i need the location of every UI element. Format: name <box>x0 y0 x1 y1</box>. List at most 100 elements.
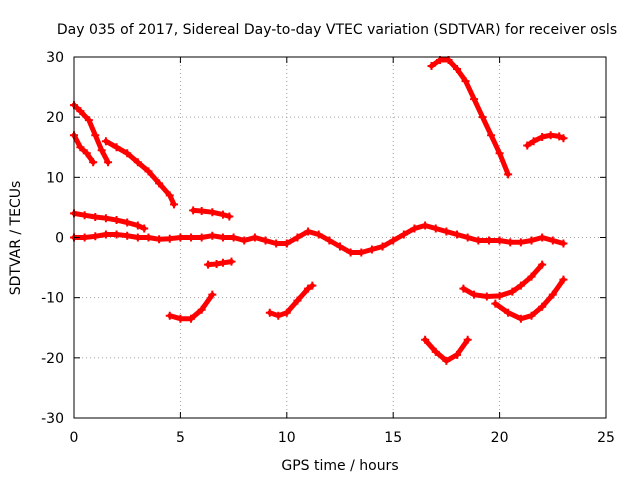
data-point <box>378 242 387 251</box>
data-point <box>282 239 291 248</box>
series-line <box>460 262 545 299</box>
data-point <box>389 236 398 245</box>
data-point <box>346 248 355 257</box>
series-arc-l <box>459 260 547 301</box>
data-point <box>504 308 513 317</box>
series-arc-h <box>265 281 317 320</box>
y-tick-label: 30 <box>46 50 64 66</box>
series-arc-m <box>491 275 568 323</box>
data-point <box>293 233 302 242</box>
data-point <box>527 272 536 281</box>
y-tick-label: 10 <box>46 170 64 186</box>
data-point <box>76 143 85 152</box>
series-arc-i <box>427 56 513 179</box>
data-point <box>227 257 236 266</box>
data-point <box>453 230 462 239</box>
data-point <box>453 65 462 74</box>
data-point <box>225 212 234 221</box>
data-point <box>112 143 121 152</box>
series-arc-g <box>165 290 217 323</box>
y-tick-label: 0 <box>55 231 64 247</box>
data-layer <box>70 56 568 365</box>
data-point <box>504 170 513 179</box>
data-point <box>133 158 142 167</box>
series-line <box>103 138 177 207</box>
x-tick-label: 20 <box>491 430 509 446</box>
data-point <box>367 245 376 254</box>
series-arc-baseline-2 <box>282 221 568 257</box>
series-line <box>284 223 566 255</box>
series-arc-c <box>101 137 179 209</box>
data-point <box>427 62 436 71</box>
series-arc-baseline-1 <box>70 230 291 248</box>
data-point <box>282 308 291 317</box>
data-point <box>80 233 89 242</box>
data-point <box>506 238 515 247</box>
data-point <box>112 230 121 239</box>
data-point <box>495 291 504 300</box>
data-point <box>176 314 185 323</box>
data-point <box>304 284 313 293</box>
data-point <box>559 134 568 143</box>
data-point <box>218 210 227 219</box>
data-point <box>250 233 259 242</box>
data-point <box>325 236 334 245</box>
data-point <box>261 236 270 245</box>
data-point <box>463 233 472 242</box>
data-point <box>548 236 557 245</box>
data-point <box>538 302 547 311</box>
y-axis-label: SDTVAR / TECUs <box>8 181 24 296</box>
data-point <box>555 132 564 141</box>
data-point <box>91 232 100 241</box>
data-point <box>229 233 238 242</box>
data-point <box>474 236 483 245</box>
data-point <box>314 230 323 239</box>
data-point <box>482 292 491 301</box>
data-point <box>336 242 344 251</box>
y-tick-label: -20 <box>41 351 64 367</box>
data-point <box>559 239 568 248</box>
data-point <box>527 311 536 320</box>
data-point <box>546 131 555 140</box>
data-point <box>123 231 132 240</box>
data-point <box>82 149 91 158</box>
data-point <box>410 224 419 233</box>
data-point <box>112 216 121 225</box>
data-point <box>559 275 568 284</box>
x-axis-label: GPS time / hours <box>281 458 398 474</box>
data-point <box>208 231 217 240</box>
data-point <box>155 179 164 188</box>
data-point <box>470 95 479 104</box>
data-point <box>442 356 451 365</box>
data-point <box>97 146 106 155</box>
data-point <box>101 214 110 223</box>
data-point <box>463 335 472 344</box>
ticks: 0 5 10 15 20 25 -30 -20 -10 0 10 20 30 <box>41 50 615 446</box>
data-point <box>308 281 317 290</box>
x-tick-label: 25 <box>597 430 615 446</box>
series-arc-e <box>189 206 234 221</box>
data-point <box>523 141 532 150</box>
data-point <box>76 107 85 116</box>
y-tick-label: -30 <box>41 411 64 427</box>
data-point <box>165 234 174 243</box>
data-point <box>293 296 302 305</box>
data-point <box>89 158 98 167</box>
data-point <box>80 211 89 220</box>
data-point <box>272 239 281 248</box>
data-point <box>508 287 517 296</box>
series-line <box>71 132 96 165</box>
x-tick-label: 0 <box>70 430 79 446</box>
data-point <box>165 311 174 320</box>
data-point <box>212 259 221 268</box>
y-tick-label: 20 <box>46 110 64 126</box>
series-line <box>429 57 511 177</box>
data-point <box>104 158 113 167</box>
data-point <box>133 233 142 242</box>
data-point <box>470 290 479 299</box>
data-point <box>421 335 430 344</box>
data-point <box>516 281 525 290</box>
data-point <box>176 233 185 242</box>
data-point <box>265 308 274 317</box>
data-point <box>304 227 313 236</box>
